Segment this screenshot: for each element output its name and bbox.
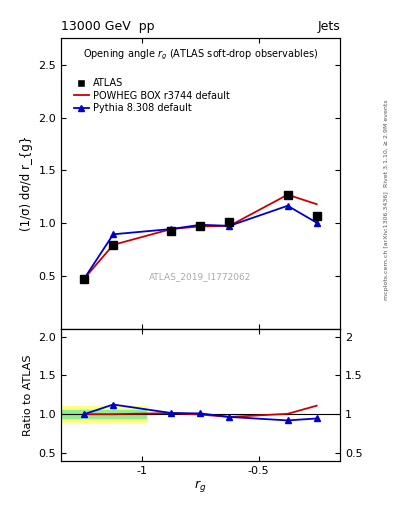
Y-axis label: (1/σ) dσ/d r_{g}: (1/σ) dσ/d r_{g} (20, 136, 33, 231)
Text: Rivet 3.1.10, ≥ 2.9M events: Rivet 3.1.10, ≥ 2.9M events (384, 99, 389, 187)
Text: Jets: Jets (317, 20, 340, 33)
Text: Opening angle $r_g$ (ATLAS soft-drop observables): Opening angle $r_g$ (ATLAS soft-drop obs… (83, 47, 318, 61)
Legend: ATLAS, POWHEG BOX r3744 default, Pythia 8.308 default: ATLAS, POWHEG BOX r3744 default, Pythia … (74, 78, 230, 113)
Bar (61, 407, 146, 422)
X-axis label: $r_g$: $r_g$ (194, 478, 207, 495)
Y-axis label: Ratio to ATLAS: Ratio to ATLAS (23, 354, 33, 436)
Bar (61, 410, 146, 418)
Text: 13000 GeV  pp: 13000 GeV pp (61, 20, 154, 33)
Text: ATLAS_2019_I1772062: ATLAS_2019_I1772062 (149, 272, 252, 281)
Text: mcplots.cern.ch [arXiv:1306.3436]: mcplots.cern.ch [arXiv:1306.3436] (384, 191, 389, 300)
